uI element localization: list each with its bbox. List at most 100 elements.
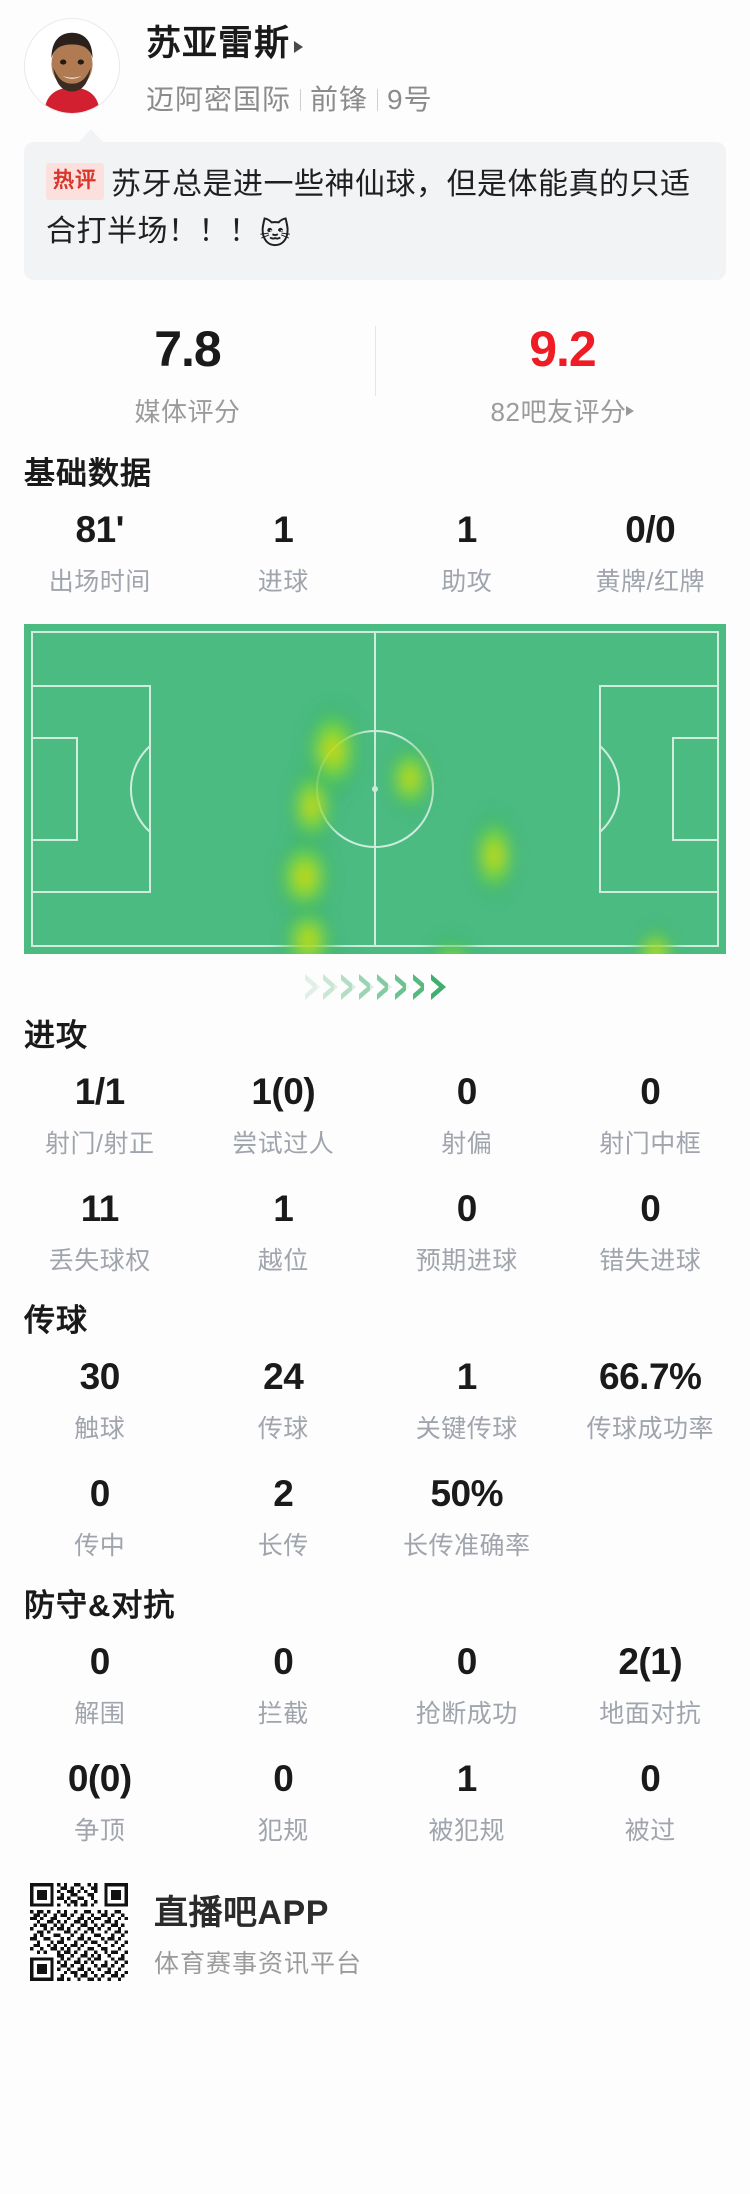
- stat-value: 0: [456, 1188, 478, 1229]
- stat-label: 长传准确率: [402, 1532, 531, 1560]
- section-title-basic: 基础数据: [24, 456, 152, 491]
- stat-value: 0(0): [67, 1758, 132, 1799]
- media-rating-label-text: 媒体评分: [134, 396, 241, 427]
- stat-cell: 0 预期进球: [375, 1172, 559, 1289]
- stat-cell: 1/1 射门/射正: [8, 1055, 192, 1172]
- stat-grid-defence: 0 解围 0 拦截 0 抢断成功 2(1) 地面对抗 0(0) 争顶 0 犯规 …: [0, 1625, 750, 1859]
- stat-cell: 24 传球: [192, 1340, 376, 1457]
- player-header: 苏亚雷斯 迈阿密国际 前锋 9号: [0, 0, 750, 120]
- player-number: 9号: [387, 84, 433, 116]
- stat-cell: 0 拦截: [192, 1625, 376, 1742]
- stat-label: 射门中框: [599, 1130, 702, 1158]
- stat-label: 丢失球权: [48, 1247, 151, 1275]
- divider: [377, 89, 379, 112]
- player-name-row[interactable]: 苏亚雷斯: [146, 24, 433, 64]
- stat-label: 错失进球: [599, 1247, 702, 1275]
- stat-cell: 81' 出场时间: [8, 493, 192, 610]
- qr-code-icon[interactable]: [30, 1883, 128, 1981]
- stat-value: 1(0): [251, 1071, 316, 1112]
- stat-value: 81': [75, 509, 125, 550]
- stat-label: 出场时间: [48, 568, 151, 596]
- stat-label: 拦截: [257, 1700, 309, 1728]
- stat-label: 尝试过人: [232, 1130, 335, 1158]
- stat-value: 0: [456, 1071, 478, 1112]
- stat-cell-empty: [559, 1457, 743, 1574]
- stat-cell: 2 长传: [192, 1457, 376, 1574]
- stat-value: 1/1: [74, 1071, 125, 1112]
- player-meta: 苏亚雷斯 迈阿密国际 前锋 9号: [146, 18, 433, 118]
- stat-label: 解围: [74, 1700, 126, 1728]
- stat-grid-passing: 30 触球 24 传球 1 关键传球 66.7% 传球成功率 0 传中 2 长传…: [0, 1340, 750, 1574]
- stat-value: 0: [273, 1758, 294, 1799]
- stat-cell: 0 犯规: [192, 1742, 376, 1859]
- stat-cell: 1 关键传球: [375, 1340, 559, 1457]
- stat-cell: 66.7% 传球成功率: [559, 1340, 743, 1457]
- triangle-right-icon[interactable]: [294, 41, 304, 54]
- stat-label: 越位: [257, 1247, 309, 1275]
- player-subtitle: 迈阿密国际 前锋 9号: [146, 78, 433, 118]
- stat-cell: 30 触球: [8, 1340, 192, 1457]
- stat-value: 2: [273, 1473, 294, 1514]
- stat-label: 地面对抗: [599, 1700, 702, 1728]
- fans-rating-label-text: 82吧友评分: [490, 396, 627, 427]
- stat-label: 射门/射正: [45, 1130, 155, 1158]
- section-title-attack: 进攻: [24, 1018, 88, 1053]
- stat-value: 1: [456, 1758, 478, 1799]
- section-title-passing: 传球: [24, 1303, 88, 1338]
- hot-comment-body: 苏牙总是进一些神仙球，但是体能真的只适合打半场！！！: [46, 168, 691, 248]
- stat-label: 传球成功率: [586, 1415, 714, 1443]
- stat-cell: 11 丢失球权: [8, 1172, 192, 1289]
- hot-comment-badge: 热评: [46, 163, 104, 200]
- stat-cell: 0/0 黄牌/红牌: [559, 493, 743, 610]
- ratings-row: 7.8 媒体评分 9.2 82吧友评分: [0, 310, 750, 442]
- avatar[interactable]: [24, 18, 120, 114]
- stat-grid-basic: 81' 出场时间 1 进球 1 助攻 0/0 黄牌/红牌: [0, 493, 750, 610]
- stat-value: 0: [89, 1641, 111, 1682]
- stat-label: 传球: [257, 1415, 309, 1443]
- pitch-lines-icon: [31, 631, 719, 947]
- stat-label: 长传: [257, 1532, 309, 1560]
- stat-value: 1: [273, 509, 294, 550]
- hot-comment-box[interactable]: 热评 苏牙总是进一些神仙球，但是体能真的只适合打半场！！！🐱: [24, 129, 726, 280]
- stat-cell: 0 抢断成功: [375, 1625, 559, 1742]
- stat-grid-attack: 1/1 射门/射正 1(0) 尝试过人 0 射偏 0 射门中框 11 丢失球权 …: [0, 1055, 750, 1289]
- stat-value: 0/0: [625, 509, 676, 550]
- heatmap-container: [24, 624, 726, 1004]
- stat-cell: 0 被过: [559, 1742, 743, 1859]
- stat-cell: 0 解围: [8, 1625, 192, 1742]
- stat-value: 0: [273, 1641, 294, 1682]
- stat-value: 24: [263, 1356, 304, 1397]
- stat-value: 1: [456, 1356, 478, 1397]
- stat-value: 50%: [430, 1473, 504, 1514]
- stat-cell: 1 越位: [192, 1172, 376, 1289]
- stat-cell: 0 射门中框: [559, 1055, 743, 1172]
- stat-value: 0: [89, 1473, 111, 1514]
- stat-cell: 0 传中: [8, 1457, 192, 1574]
- media-rating: 7.8 媒体评分: [0, 310, 375, 442]
- stat-label: 争顶: [74, 1817, 126, 1845]
- stat-label: 抢断成功: [415, 1700, 518, 1728]
- stat-label: 触球: [74, 1415, 126, 1443]
- chevron-right-icon: [423, 974, 446, 1000]
- app-footer: 直播吧APP 体育赛事资讯平台: [0, 1859, 750, 1981]
- player-name: 苏亚雷斯: [146, 24, 291, 63]
- stat-cell: 0 错失进球: [559, 1172, 743, 1289]
- stat-value: 66.7%: [599, 1356, 702, 1397]
- stat-value: 2(1): [618, 1641, 683, 1682]
- section-title-defence: 防守&对抗: [24, 1588, 176, 1623]
- stat-cell: 2(1) 地面对抗: [559, 1625, 743, 1742]
- stat-value: 0: [456, 1641, 478, 1682]
- fans-rating[interactable]: 9.2 82吧友评分: [375, 310, 750, 442]
- app-tagline: 体育赛事资讯平台: [154, 1949, 363, 1978]
- stat-label: 进球: [257, 568, 309, 596]
- stat-cell: 1 进球: [192, 493, 376, 610]
- stat-cell: 1(0) 尝试过人: [192, 1055, 376, 1172]
- stat-value: 1: [456, 509, 478, 550]
- player-team: 迈阿密国际: [146, 84, 292, 116]
- triangle-right-icon[interactable]: [626, 406, 635, 416]
- stat-cell: 1 助攻: [375, 493, 559, 610]
- stat-label: 犯规: [257, 1817, 309, 1845]
- app-name: 直播吧APP: [154, 1893, 329, 1932]
- stat-value: 0: [640, 1188, 661, 1229]
- fans-rating-label[interactable]: 82吧友评分: [491, 392, 635, 429]
